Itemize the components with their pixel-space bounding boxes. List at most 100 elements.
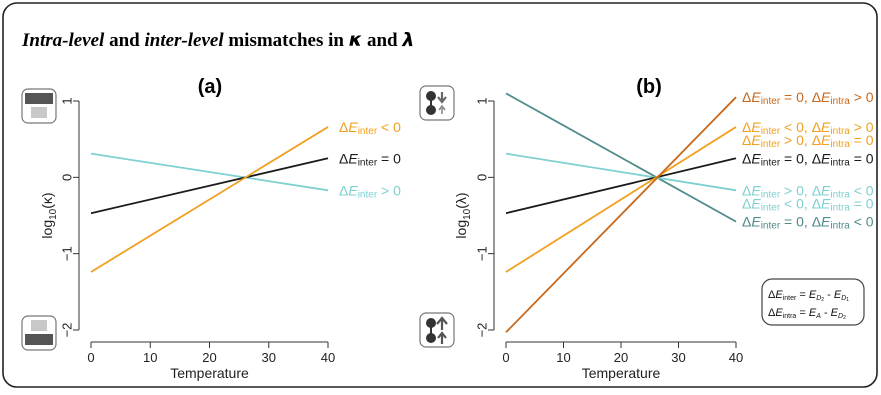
y-tick-label: −1 xyxy=(475,246,490,261)
y-tick-label: −1 xyxy=(60,246,75,261)
series-line xyxy=(505,157,737,215)
series-label-delta: Δ xyxy=(742,214,751,230)
series-label-sub: inter xyxy=(358,125,378,136)
series-line xyxy=(90,126,329,273)
def-t1: E xyxy=(809,307,817,319)
y-label-sub: 10 xyxy=(48,208,59,220)
series-label-delta: Δ xyxy=(812,89,821,105)
series-label-e: E xyxy=(348,119,358,135)
x-tick-label: 30 xyxy=(671,350,685,365)
series-label-sub: intra xyxy=(830,157,850,168)
series-label-e: E xyxy=(751,89,761,105)
series-label-sub: inter xyxy=(358,157,378,168)
series-label-text: > 0, xyxy=(780,182,812,198)
def-t2-subsub: 1 xyxy=(846,297,849,303)
series-label-text: < 0 xyxy=(850,182,874,198)
series-label-text: < 0 xyxy=(377,119,401,135)
series-line xyxy=(505,96,737,333)
figure-title: Intra-level and inter-level mismatches i… xyxy=(21,29,414,51)
series-line xyxy=(90,157,329,215)
series-label-delta: Δ xyxy=(742,89,751,105)
title-part-2: inter-level xyxy=(144,30,224,51)
series-label-sub: inter xyxy=(761,138,781,149)
def-e: E xyxy=(775,307,783,319)
series-label: ΔEinter < 0, ΔEintra = 0 xyxy=(742,195,874,213)
series-label-sub: intra xyxy=(830,125,850,136)
series-label-delta: Δ xyxy=(742,132,751,148)
y-tick-label: −2 xyxy=(475,323,490,338)
series-label-e: E xyxy=(821,89,831,105)
series-label-text: = 0, xyxy=(780,89,812,105)
x-axis-label: Temperature xyxy=(582,365,661,381)
series-label-sub: intra xyxy=(830,138,850,149)
y-tick-label: 1 xyxy=(475,97,490,104)
title-part-4: κ xyxy=(349,29,363,51)
x-tick-label: 30 xyxy=(262,350,276,365)
definition-inter: ΔEinter = ED2 - ED1 xyxy=(768,289,849,303)
panel-a-bottom-icon xyxy=(21,315,57,351)
series-label: ΔEinter > 0, ΔEintra < 0 xyxy=(742,182,874,200)
series-label-e: E xyxy=(821,150,831,166)
def-t1-sub: D xyxy=(816,295,821,302)
series-label-sub: inter xyxy=(761,220,781,231)
series-label-delta: Δ xyxy=(812,119,821,135)
title-part-3: mismatches in xyxy=(224,30,349,51)
y-label-base: log xyxy=(39,220,55,239)
panel-a-top-icon xyxy=(21,88,57,124)
x-tick-label: 20 xyxy=(202,350,216,365)
series-label: ΔEinter = 0 xyxy=(339,150,401,168)
series-label-delta: Δ xyxy=(742,182,751,198)
series-label-e: E xyxy=(821,119,831,135)
series-label-text: = 0, xyxy=(780,214,812,230)
series-line xyxy=(505,126,737,273)
series-label-delta: Δ xyxy=(812,150,821,166)
y-tick-label: 0 xyxy=(475,174,490,181)
series-label-e: E xyxy=(751,119,761,135)
definition-intra: ΔEintra = EA - ED2 xyxy=(768,307,846,321)
series-label-delta: Δ xyxy=(742,150,751,166)
series-label-sub: inter xyxy=(358,189,378,200)
series-line xyxy=(90,152,329,192)
series-label: ΔEinter < 0, ΔEintra > 0 xyxy=(742,119,874,137)
panel-b-top-icon xyxy=(419,85,455,121)
series-label-delta: Δ xyxy=(812,195,821,211)
series-line xyxy=(505,92,737,223)
def-t1: E xyxy=(809,289,817,301)
series-label-text: = 0, xyxy=(780,150,812,166)
definition-box-frame xyxy=(761,278,865,326)
y-label-arg: (κ) xyxy=(39,192,55,208)
series-label-delta: Δ xyxy=(339,182,348,198)
title-part-6: λ xyxy=(401,29,414,51)
series-label-text: = 0 xyxy=(850,195,874,211)
def-eq: = xyxy=(796,307,809,319)
series-label-text: > 0 xyxy=(377,182,401,198)
x-axis-label: Temperature xyxy=(170,365,249,381)
figure-border xyxy=(2,2,878,388)
def-minus: - xyxy=(824,289,834,301)
series-label-text: < 0 xyxy=(850,214,874,230)
def-t2-sub: D xyxy=(838,313,843,320)
series-label-sub: inter xyxy=(761,96,781,107)
series-label-text: = 0 xyxy=(377,150,401,166)
series-label-e: E xyxy=(348,182,358,198)
series-label-e: E xyxy=(821,214,831,230)
x-tick-label: 20 xyxy=(614,350,628,365)
y-axis-label: log10(λ) xyxy=(453,192,473,238)
series-label-text: > 0 xyxy=(850,89,874,105)
def-minus: - xyxy=(821,307,831,319)
series-label-sub: inter xyxy=(761,189,781,200)
series-label-text: > 0, xyxy=(780,132,812,148)
panel-label: (b) xyxy=(636,76,662,98)
y-label-sub: 10 xyxy=(462,208,473,220)
series-label-delta: Δ xyxy=(812,132,821,148)
series-label: ΔEinter < 0 xyxy=(339,119,401,137)
series-label-e: E xyxy=(751,195,761,211)
series-label: ΔEinter > 0 xyxy=(339,182,401,200)
panel-label: (a) xyxy=(198,76,222,98)
series-label-delta: Δ xyxy=(339,119,348,135)
x-tick-label: 10 xyxy=(143,350,157,365)
icons xyxy=(21,85,455,351)
def-delta: Δ xyxy=(768,289,776,301)
